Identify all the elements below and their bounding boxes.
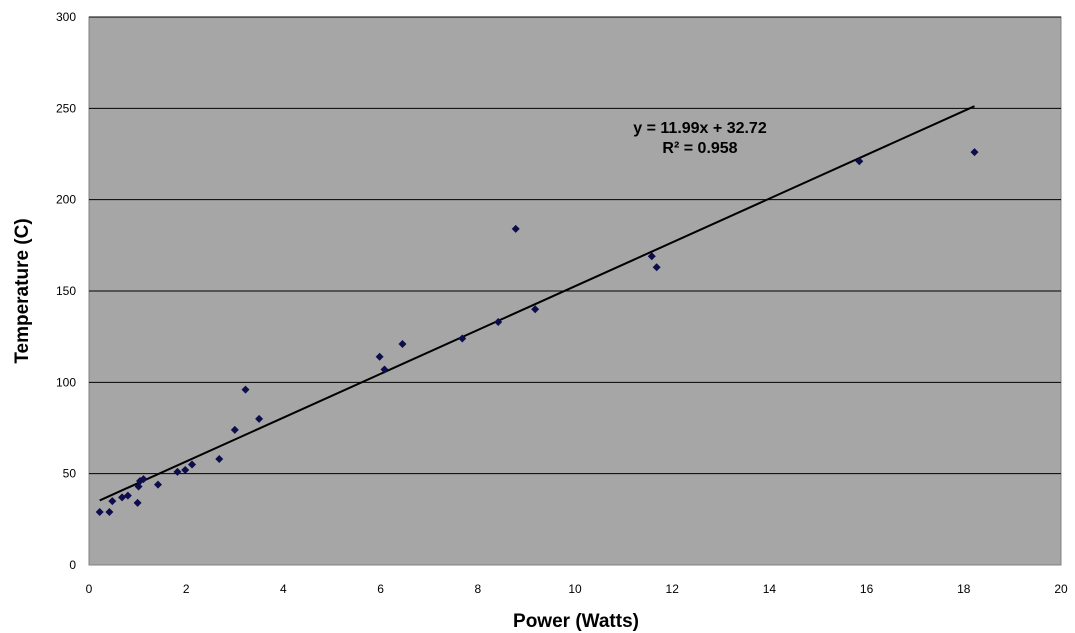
y-tick-label: 300 [56,10,76,24]
data-point [181,466,190,475]
data-point [398,339,407,348]
y-tick-label: 200 [56,193,76,207]
data-point [188,460,197,469]
y-tick-label: 0 [69,558,76,572]
x-tick-label: 14 [763,582,777,596]
data-point [970,148,979,157]
data-point [647,252,656,261]
data-point [652,263,661,272]
data-point [154,480,163,489]
x-tick-label: 16 [860,582,874,596]
x-tick-label: 12 [666,582,680,596]
y-tick-label: 50 [63,467,77,481]
x-tick-label: 18 [957,582,971,596]
data-point [139,475,148,484]
gridlines [89,16,1061,475]
y-axis-title: Temperature (C) [12,218,33,363]
trendline [99,105,975,502]
trendline-r-squared: R² = 0.958 [662,140,737,157]
trendline-layer [99,105,975,502]
x-tick-label: 10 [568,582,582,596]
data-point [380,365,389,374]
data-point [531,305,540,314]
y-tick-label: 150 [56,284,76,298]
data-points [95,148,979,517]
data-point [230,425,239,434]
x-tick-label: 6 [377,582,384,596]
x-tick-label: 20 [1054,582,1068,596]
data-point [134,482,143,491]
trendline-equation: y = 11.99x + 32.72 [633,120,767,137]
x-tick-label: 2 [183,582,190,596]
data-point [255,414,264,423]
data-point [855,157,864,166]
y-tick-label: 250 [56,101,76,115]
x-tick-label: 4 [280,582,287,596]
data-point [105,508,114,517]
data-point [108,497,117,506]
data-point [173,467,182,476]
x-tick-labels: 0 2 4 6 8 10 12 14 16 18 20 [86,582,1068,596]
x-tick-label: 8 [474,582,481,596]
data-point [511,224,520,233]
x-axis-title: Power (Watts) [513,611,639,632]
data-point [215,455,224,464]
data-point [133,498,142,507]
data-point [494,318,503,327]
data-point [375,352,384,361]
y-tick-label: 100 [56,375,76,389]
data-point [118,493,127,502]
data-point [95,508,104,517]
y-tick-labels: 0 50 100 150 200 250 300 [56,10,76,572]
data-point [458,334,467,343]
x-tick-label: 0 [86,582,93,596]
data-point [123,491,132,500]
data-point [241,385,250,394]
